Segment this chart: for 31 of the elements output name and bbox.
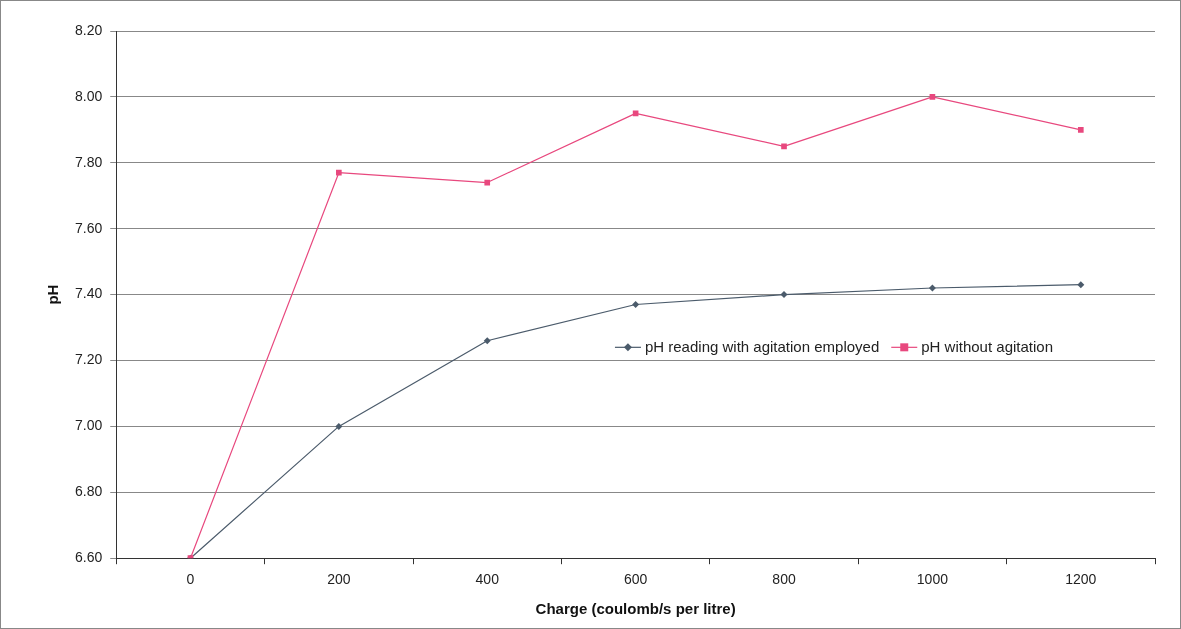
point (929, 94, 936, 100)
y-tick-label: 7.40 (75, 285, 103, 302)
point (483, 337, 491, 345)
y-tick-label: 7.00 (75, 417, 103, 434)
x-tick-label: 1000 (916, 571, 949, 588)
point (632, 300, 640, 308)
point (336, 169, 342, 176)
x-tick-label: 0 (186, 571, 195, 588)
x-tick-label: 400 (475, 571, 500, 588)
x-tick-label: 1200 (1065, 571, 1097, 588)
x-tick-label: 800 (772, 571, 796, 588)
point (484, 179, 491, 186)
x-tick-label: 600 (623, 571, 648, 588)
point (781, 143, 787, 150)
x-axis-title: Charge (coulomb/s per litre) (535, 600, 736, 618)
y-axis-title: pH (44, 284, 62, 305)
legend-label: pH without agitation (921, 338, 1053, 356)
y-tick-label: 7.80 (75, 153, 103, 170)
point (335, 422, 343, 430)
y-tick-label: 8.00 (75, 87, 103, 104)
y-tick-label: 7.20 (75, 351, 103, 368)
point (780, 291, 788, 299)
y-tick-label: 7.60 (75, 219, 103, 236)
y-tick-label: 8.20 (75, 21, 103, 38)
point (1077, 127, 1084, 133)
y-tick-label: 6.80 (75, 483, 103, 500)
x-tick-label: 200 (327, 571, 351, 588)
point (928, 284, 936, 292)
point (1077, 281, 1085, 289)
y-tick-label: 6.60 (75, 549, 103, 566)
legend-label: pH reading with agitation employed (644, 338, 880, 356)
